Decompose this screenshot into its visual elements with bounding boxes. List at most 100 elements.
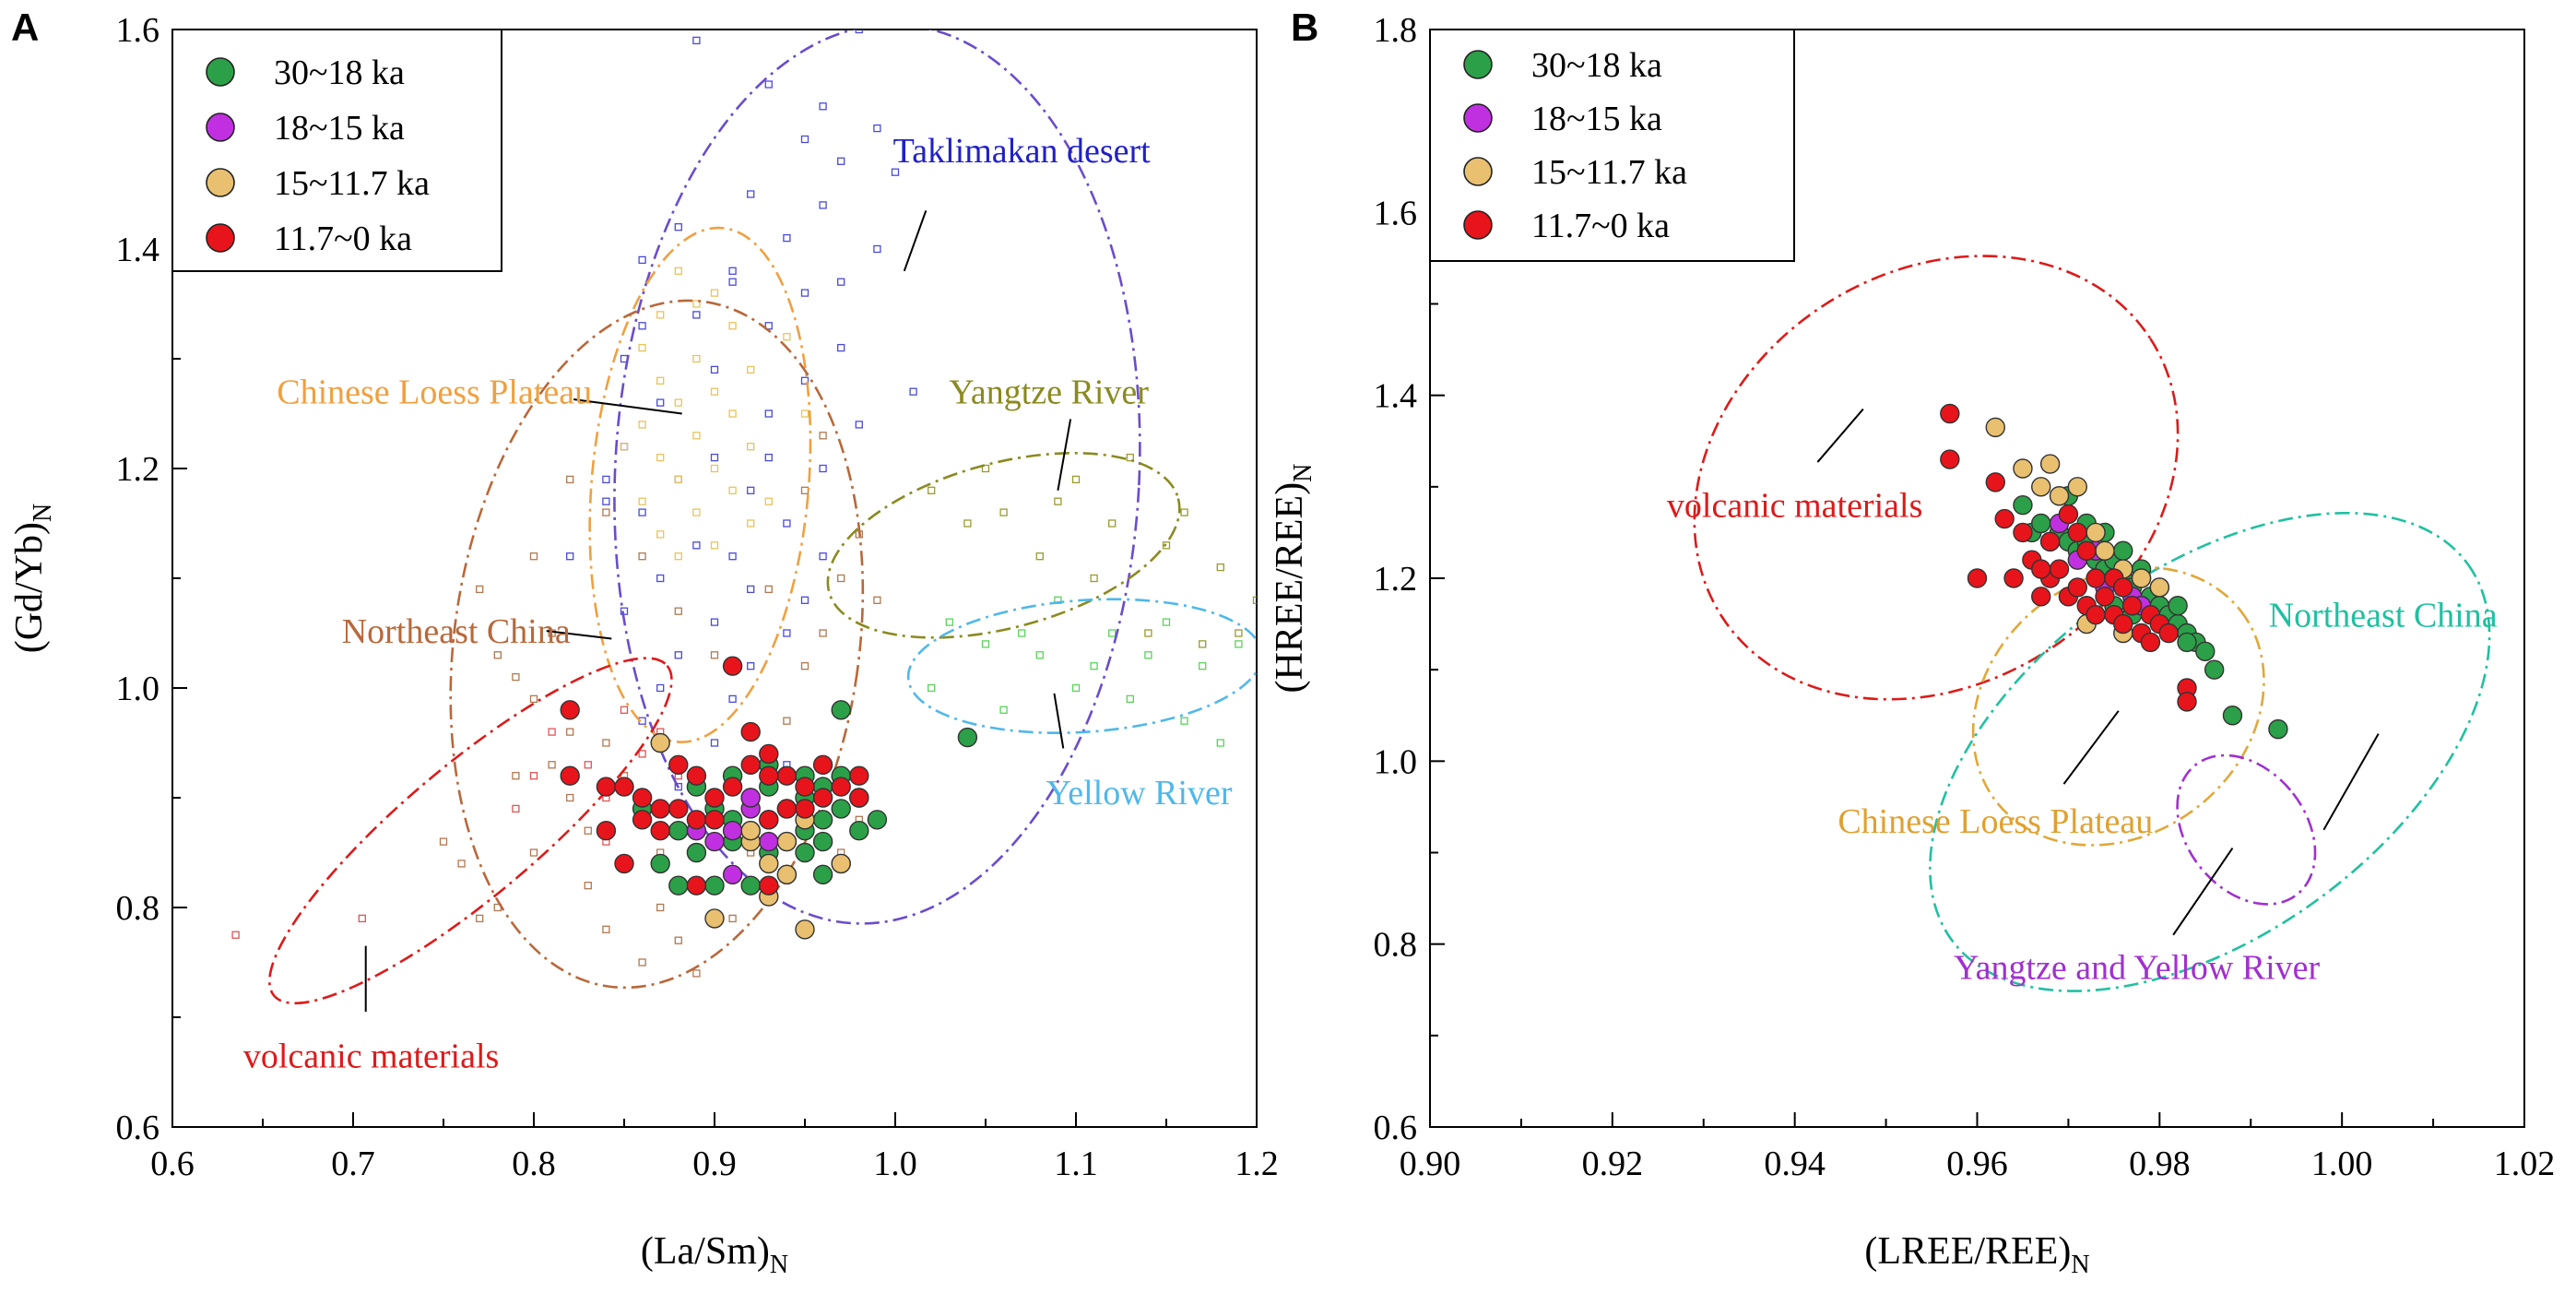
legend-marker-18-15-ka [206,113,235,142]
source-point-taklimakan-desert [566,552,574,561]
point-30-18-ka [867,810,888,830]
source-point-chinese-loess-plateau [692,508,701,516]
point-30-18-ka [957,727,978,748]
source-point-taklimakan-desert [819,201,827,209]
source-point-chinese-loess-plateau [747,443,755,451]
source-point-chinese-loess-plateau [747,519,755,528]
source-point-northeast-china [457,860,466,868]
legend-marker-18-15-ka [1463,103,1493,133]
point-30-18-ka [2013,494,2033,516]
source-point-taklimakan-desert [747,585,755,594]
source-point-taklimakan-desert [692,36,701,45]
source-point-taklimakan-desert [764,409,773,418]
source-point-taklimakan-desert [909,387,917,396]
point-30-18-ka [812,810,833,830]
y-tick-label: 1.0 [116,670,160,708]
source-point-yangtze-river [999,508,1008,516]
point-11-7-0-ka [596,777,617,797]
source-point-northeast-china [512,672,520,682]
source-point-northeast-china [529,552,538,561]
source-point-chinese-loess-plateau [728,409,737,418]
source-point-taklimakan-desert [783,233,791,243]
point-15-11-7-ka [759,853,779,874]
point-11-7-0-ka [759,743,779,765]
source-point-northeast-china [548,629,556,637]
point-15-11-7-ka [2039,454,2061,474]
source-point-taklimakan-desert [800,289,809,297]
point-30-18-ka [831,700,851,720]
source-point-taklimakan-desert [692,311,701,319]
source-point-northeast-china [837,574,845,583]
label-yangtze-river: Yangtze River [949,374,1149,412]
source-point-chinese-loess-plateau [747,365,755,374]
source-point-chinese-loess-plateau [710,387,719,396]
ellipse-taklimakan-desert [613,30,1141,925]
source-point-yangtze-river [1035,552,1044,561]
ellipse-northeast-china [449,299,865,990]
source-point-chinese-loess-plateau [710,541,719,550]
plot-area [231,30,1257,1005]
source-point-yellow-river [1071,683,1081,693]
source-point-northeast-china [529,694,538,704]
leader-chinese-loess-plateau [2062,710,2120,785]
label-volcanic-materials: volcanic materials [243,1038,500,1076]
source-point-chinese-loess-plateau [674,398,682,407]
y-tick-label: 1.4 [116,231,160,269]
source-point-northeast-china [439,837,448,846]
source-point-yellow-river [1108,629,1117,637]
point-30-18-ka [650,853,670,874]
point-11-7-0-ka [812,754,833,775]
source-point-chinese-loess-plateau [656,311,665,319]
source-point-taklimakan-desert [873,124,881,133]
point-30-18-ka [831,799,851,819]
label-chinese-loess-plateau: Chinese Loess Plateau [277,374,592,412]
y-tick-label: 0.6 [1374,1109,1418,1147]
source-point-taklimakan-desert [800,596,809,604]
legend-marker-11-7-0-ka [206,223,235,253]
x-tick-label: 1.2 [1235,1145,1279,1183]
source-point-northeast-china [548,761,556,769]
source-point-yellow-river [928,683,936,693]
leader-chinese-loess-plateau [573,398,682,415]
point-11-7-0-ka [722,656,743,676]
point-18-15-ka [759,831,779,852]
source-point-chinese-loess-plateau [710,464,719,473]
source-point-taklimakan-desert [638,255,646,265]
source-point-chinese-loess-plateau [638,343,646,352]
point-11-7-0-ka [849,788,869,808]
y-axis-label-main: (Gd/Yb) [8,522,51,653]
source-point-taklimakan-desert [656,574,665,583]
point-11-7-0-ka [2140,632,2161,653]
source-point-yangtze-river [1252,596,1257,604]
point-30-18-ka [2204,659,2225,680]
source-point-northeast-china [674,607,682,615]
source-point-taklimakan-desert [674,475,682,484]
source-point-taklimakan-desert [855,30,863,34]
point-30-18-ka [2168,596,2188,616]
point-11-7-0-ka [2067,577,2088,598]
source-point-chinese-loess-plateau [728,486,737,494]
point-15-11-7-ka [776,831,798,852]
source-point-taklimakan-desert [800,376,809,385]
source-point-northeast-china [800,662,809,670]
x-axis-label: (La/Sm)N [641,1230,788,1279]
x-tick-label: 0.90 [1400,1145,1461,1183]
point-11-7-0-ka [2113,577,2133,598]
source-point-yellow-river [1144,651,1152,659]
source-point-taklimakan-desert [764,453,773,462]
legend-label: 30~18 ka [1531,46,1662,85]
point-11-7-0-ka [2158,623,2179,644]
source-point-yangtze-river [928,486,936,494]
y-tick-label: 1.6 [1374,194,1418,232]
x-tick-label: 0.6 [150,1145,195,1183]
point-30-18-ka [812,831,833,852]
x-tick-label: 0.96 [1946,1145,2008,1183]
point-15-11-7-ka [1985,417,2005,438]
y-tick-label: 1.4 [1374,377,1418,416]
leader-northeast-china [546,630,612,640]
point-30-18-ka [740,875,761,896]
x-tick-label: 1.1 [1054,1145,1098,1183]
source-point-northeast-china [602,925,610,933]
point-11-7-0-ka [2003,568,2024,588]
point-11-7-0-ka [614,777,634,797]
